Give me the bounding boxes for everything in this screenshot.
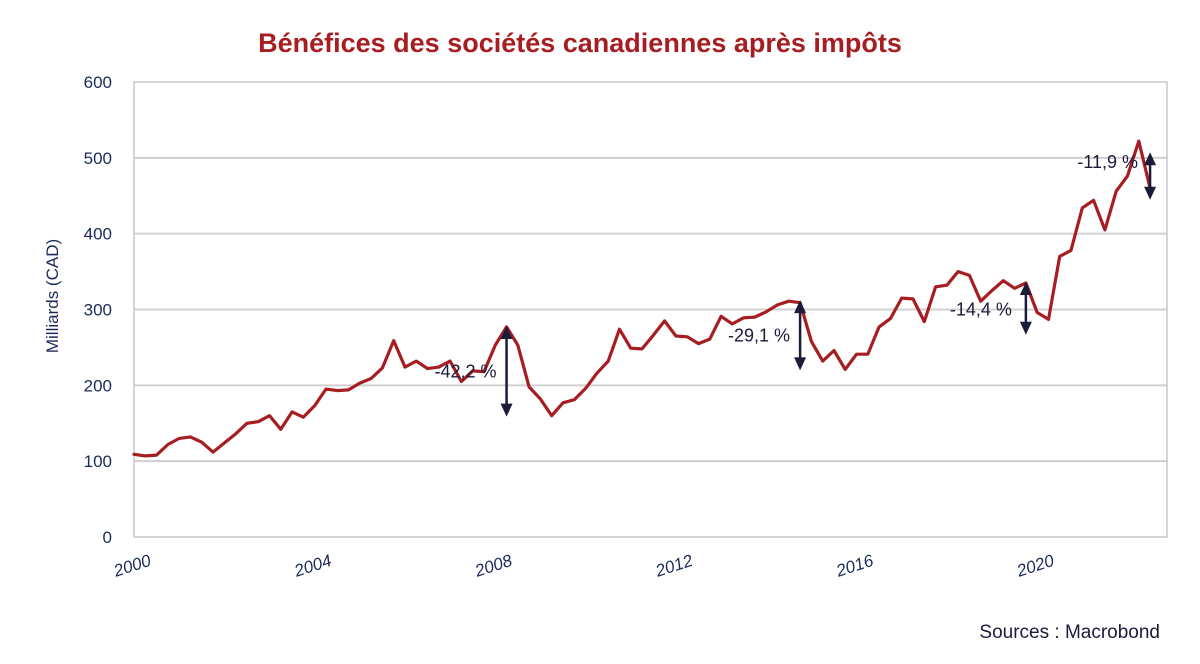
arrow-up-icon (1144, 152, 1157, 166)
x-tick-label: 2008 (472, 551, 515, 581)
arrow-down-icon (500, 403, 513, 417)
drop-annotation: -11,9 % (1077, 152, 1157, 200)
arrow-up-icon (500, 325, 513, 339)
annotation-label: -14,4 % (950, 299, 1012, 319)
arrow-down-icon (1019, 321, 1032, 335)
x-axis-ticks: 2000 2004 2008 2012 2016 2020 (110, 551, 1056, 581)
source-note: Sources : Macrobond (979, 622, 1160, 643)
x-tick-label: 2020 (1014, 551, 1057, 581)
x-tick-label: 2016 (833, 551, 876, 581)
arrow-down-icon (794, 357, 807, 371)
y-tick-label: 0 (103, 528, 112, 547)
annotation-label: -11,9 % (1077, 152, 1138, 172)
y-axis-label: Milliards (CAD) (43, 239, 62, 353)
x-tick-label: 2012 (652, 551, 695, 581)
y-tick-label: 600 (84, 73, 112, 92)
y-tick-label: 300 (84, 301, 112, 320)
arrow-up-icon (794, 300, 807, 314)
annotation-label: -29,1 % (728, 325, 790, 345)
series-line (132, 139, 1152, 458)
y-tick-label: 100 (84, 452, 112, 471)
y-tick-label: 500 (84, 149, 112, 168)
series-layer (132, 139, 1152, 458)
x-tick-label: 2000 (110, 551, 153, 581)
arrow-down-icon (1144, 186, 1157, 200)
annotation-label: -42,2 % (435, 361, 497, 381)
y-tick-label: 400 (84, 225, 112, 244)
drop-annotation: -29,1 % (728, 300, 807, 371)
gridlines (134, 156, 1167, 463)
plot-frame (133, 81, 1168, 538)
chart-title: Bénéfices des sociétés canadiennes après… (258, 28, 902, 58)
y-tick-label: 200 (84, 376, 112, 395)
x-tick-label: 2004 (291, 551, 334, 581)
drop-annotation: -42,2 % (435, 325, 513, 417)
annotations-layer: -42,2 % -29,1 % -14,4 % -11,9 % (435, 152, 1157, 417)
arrow-up-icon (1019, 281, 1032, 295)
drop-annotation: -14,4 % (950, 281, 1032, 335)
y-axis-ticks: 0 100 200 300 400 500 600 (84, 73, 112, 547)
